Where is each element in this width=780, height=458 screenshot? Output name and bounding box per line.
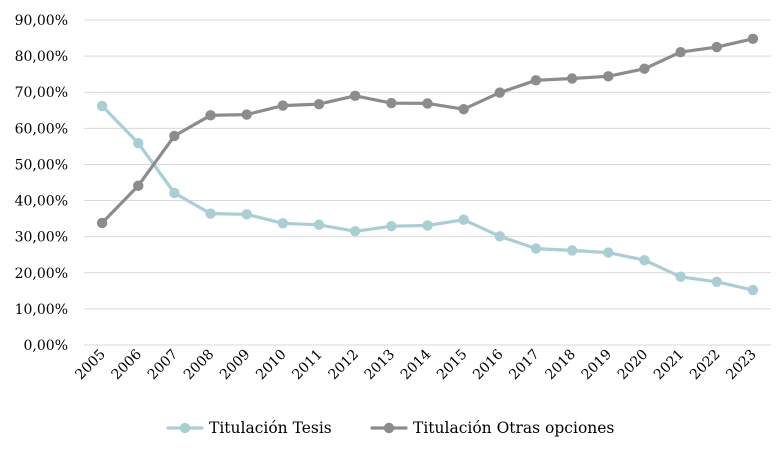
y-axis-ticks: 0,00% 10,00% 20,00% 30,00% 40,00% 50,00% 60,00… xyxy=(15,13,68,354)
series-line xyxy=(100,104,755,292)
data-point xyxy=(349,90,361,102)
data-point xyxy=(747,33,759,44)
x-axis-ticks: 2005 2006 2007 2008 2009 2010 2011 2012 2013 2014… xyxy=(72,346,759,383)
x-tick-label: 2011 xyxy=(289,347,326,384)
legend-label: Titulación Otras opciones xyxy=(413,419,614,437)
x-tick-label: 2023 xyxy=(723,347,760,384)
data-point xyxy=(711,276,722,288)
data-point xyxy=(96,217,108,229)
data-point xyxy=(133,180,144,191)
y-tick-label: 50,00% xyxy=(15,157,68,173)
x-tick-label: 2018 xyxy=(542,347,579,384)
data-point xyxy=(205,110,216,121)
x-tick-label: 2008 xyxy=(181,347,218,384)
series-2 xyxy=(96,33,759,229)
y-tick-label: 20,00% xyxy=(15,266,68,282)
data-point xyxy=(241,109,252,120)
series-line xyxy=(100,37,755,225)
data-point xyxy=(422,98,433,109)
series-group xyxy=(96,33,759,296)
data-point xyxy=(169,187,180,199)
y-tick-label: 60,00% xyxy=(15,121,68,137)
data-point xyxy=(711,41,722,53)
y-tick-label: 0,00% xyxy=(24,338,68,354)
x-tick-label: 2016 xyxy=(470,346,507,383)
data-point xyxy=(386,220,397,232)
x-tick-label: 2005 xyxy=(72,347,109,384)
series-1 xyxy=(96,100,759,296)
data-point xyxy=(96,100,108,112)
y-tick-label: 70,00% xyxy=(15,85,68,101)
y-tick-label: 40,00% xyxy=(15,194,68,210)
data-point xyxy=(458,103,469,115)
data-point xyxy=(566,73,578,84)
data-point xyxy=(530,243,542,254)
x-tick-label: 2019 xyxy=(579,347,616,384)
y-tick-label: 10,00% xyxy=(15,302,68,318)
data-point xyxy=(603,71,614,82)
data-point xyxy=(639,63,650,74)
data-point xyxy=(747,284,759,296)
legend-swatch-marker xyxy=(383,422,395,434)
data-point xyxy=(530,75,542,86)
data-point xyxy=(133,137,144,149)
legend-item-1: Titulación Tesis xyxy=(166,419,332,437)
data-point xyxy=(313,219,325,230)
x-tick-label: 2022 xyxy=(687,347,724,384)
data-point xyxy=(675,46,686,58)
legend-label: Titulación Tesis xyxy=(209,419,332,437)
x-tick-label: 2012 xyxy=(325,347,362,384)
legend: Titulación Tesis Titulación Otras opcione… xyxy=(166,419,614,437)
data-point xyxy=(313,98,325,110)
data-point xyxy=(349,226,361,237)
x-tick-label: 2010 xyxy=(253,347,290,384)
data-point xyxy=(241,209,252,220)
gridlines xyxy=(84,19,771,310)
data-point xyxy=(205,208,216,219)
x-tick-label: 2009 xyxy=(217,347,254,384)
data-point xyxy=(494,231,506,242)
data-point xyxy=(494,87,506,98)
x-tick-label: 2021 xyxy=(651,347,688,384)
data-point xyxy=(386,97,397,109)
data-point xyxy=(422,220,433,231)
x-tick-label: 2013 xyxy=(362,347,399,384)
y-tick-label: 90,00% xyxy=(15,13,68,29)
data-point xyxy=(566,245,578,256)
y-tick-label: 30,00% xyxy=(15,230,68,246)
legend-swatch-marker xyxy=(179,422,191,434)
data-point xyxy=(458,214,469,225)
data-point xyxy=(639,254,650,266)
x-tick-label: 2015 xyxy=(434,347,471,384)
data-point xyxy=(603,247,614,258)
data-point xyxy=(277,218,289,229)
data-point xyxy=(169,130,180,142)
y-tick-label: 80,00% xyxy=(15,49,68,65)
x-tick-label: 2017 xyxy=(506,347,543,384)
legend-item-2: Titulación Otras opciones xyxy=(370,419,614,437)
x-tick-label: 2020 xyxy=(615,347,652,384)
data-point xyxy=(675,271,686,282)
x-tick-label: 2014 xyxy=(398,346,435,383)
x-tick-label: 2006 xyxy=(109,346,146,383)
data-point xyxy=(277,100,289,111)
x-tick-label: 2007 xyxy=(145,347,182,384)
